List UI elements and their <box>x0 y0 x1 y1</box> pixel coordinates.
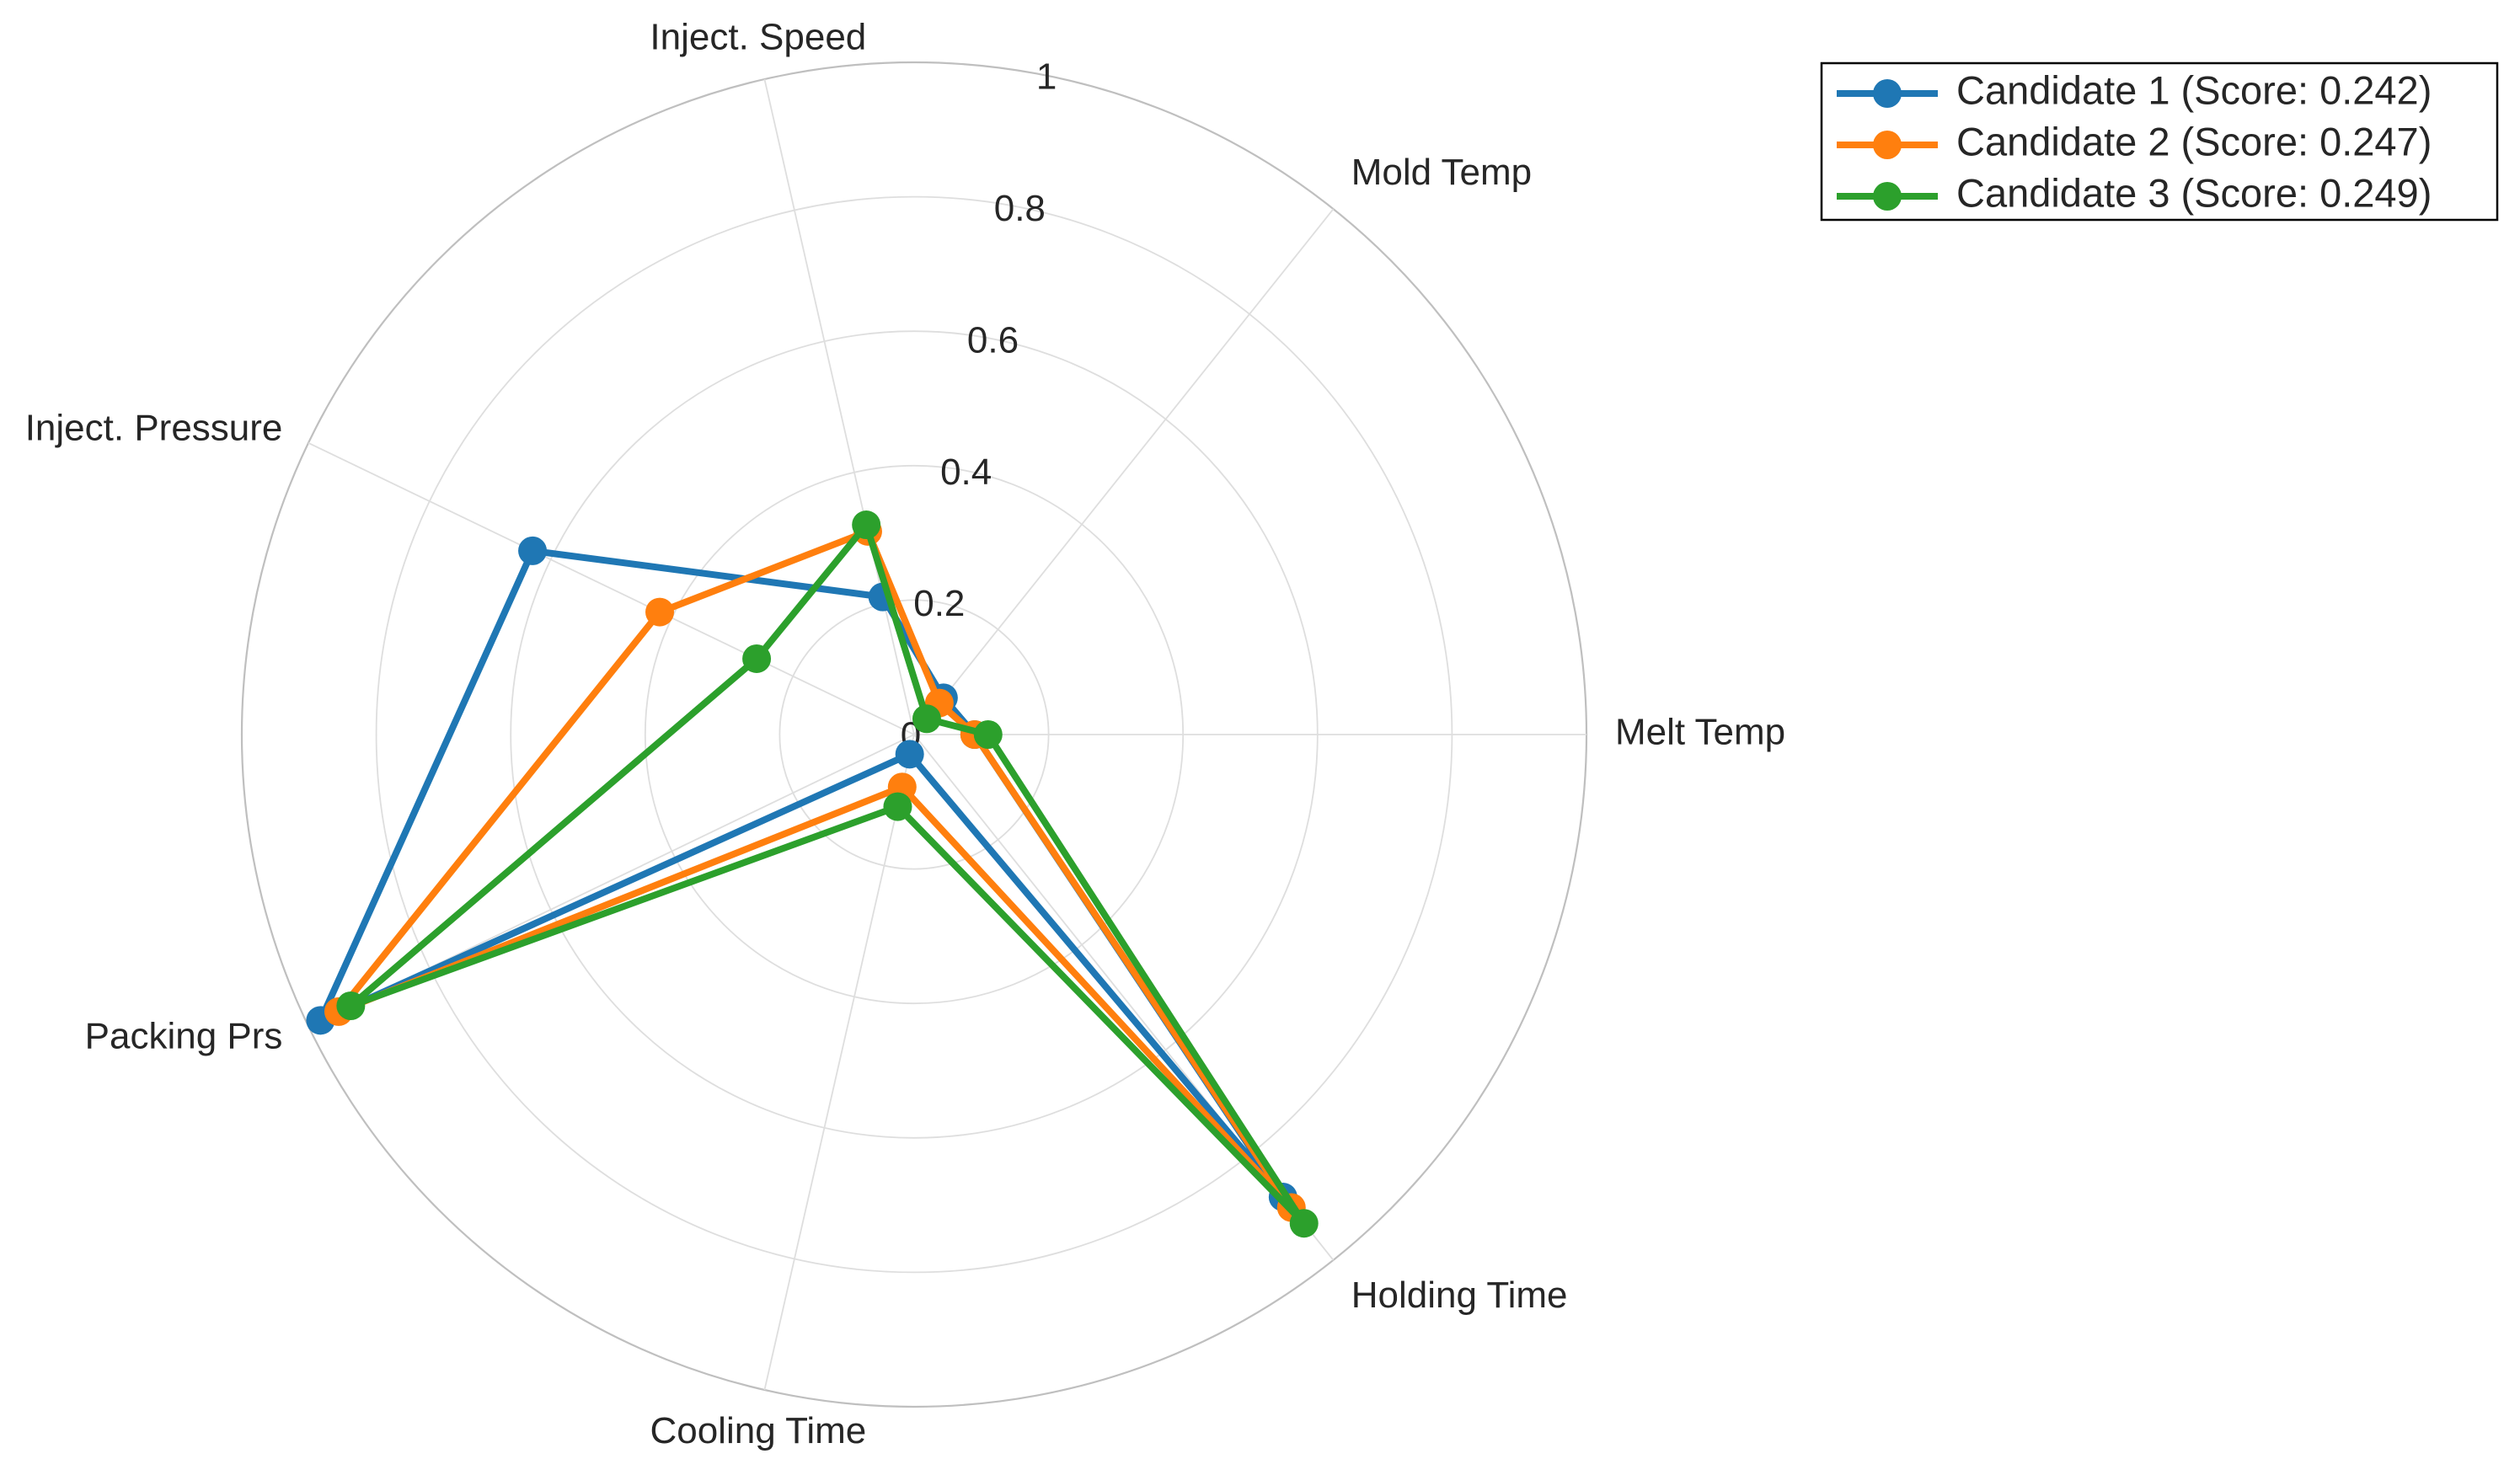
data-point <box>852 510 881 540</box>
spoke-line <box>763 78 915 735</box>
legend-label: Candidate 1 (Score: 0.242) <box>1956 67 2432 112</box>
series-line <box>335 527 1295 1211</box>
legend-entry: Candidate 1 (Score: 0.242) <box>1837 67 2432 112</box>
series-1 <box>306 536 1297 1212</box>
legend-label: Candidate 2 (Score: 0.247) <box>1956 119 2432 163</box>
series-3 <box>336 510 1319 1238</box>
axis-label: Inject. Speed <box>650 16 866 57</box>
data-point <box>645 597 675 627</box>
data-point <box>1289 1209 1319 1238</box>
legend-label: Candidate 3 (Score: 0.249) <box>1956 170 2432 215</box>
radial-tick-labels: 00.20.40.60.81 <box>901 56 1057 756</box>
legend-entry: Candidate 2 (Score: 0.247) <box>1837 119 2432 163</box>
spoke-line <box>308 441 915 735</box>
radial-tick-label: 0.2 <box>913 583 965 624</box>
legend-marker <box>1873 79 1902 108</box>
radial-tick-label: 0.4 <box>940 452 992 493</box>
radial-tick-label: 0.8 <box>994 188 1046 229</box>
radial-tick-label: 1 <box>1036 56 1057 98</box>
spoke-line <box>913 208 1335 735</box>
data-point <box>895 740 924 769</box>
data-point <box>973 720 1003 749</box>
data-point <box>336 991 366 1021</box>
legend: Candidate 1 (Score: 0.242) Candidate 2 (S… <box>1820 61 2499 222</box>
series-layer <box>306 510 1319 1238</box>
axis-label: Melt Temp <box>1615 712 1785 753</box>
data-point <box>883 792 912 821</box>
series-line <box>317 547 1287 1200</box>
legend-marker <box>1873 182 1902 211</box>
data-point <box>912 704 941 734</box>
axis-labels: Melt Temp Mold Temp Inject. Speed Inject. P… <box>25 16 1785 1451</box>
data-point <box>518 536 548 565</box>
axis-label: Cooling Time <box>650 1410 866 1451</box>
axis-label: Packing Prs <box>85 1016 283 1057</box>
spoke-line <box>763 734 915 1391</box>
axis-label: Inject. Pressure <box>25 408 283 449</box>
axis-label: Holding Time <box>1351 1275 1568 1316</box>
axis-label: Mold Temp <box>1351 152 1532 193</box>
legend-marker <box>1873 131 1902 159</box>
data-point <box>742 644 772 673</box>
radial-tick-label: 0.6 <box>967 319 1019 361</box>
series-line <box>347 521 1308 1227</box>
legend-entry: Candidate 3 (Score: 0.249) <box>1837 170 2432 215</box>
